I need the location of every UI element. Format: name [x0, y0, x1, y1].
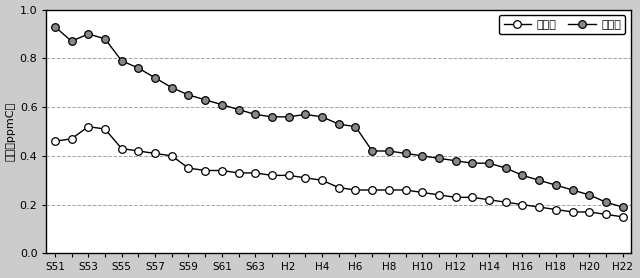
一般局 [351, 188, 359, 192]
一般局 [118, 147, 125, 150]
Line: 自排局: 自排局 [51, 23, 627, 211]
一般局 [134, 149, 142, 153]
自排局 [619, 205, 627, 209]
一般局 [285, 174, 292, 177]
一般局 [101, 127, 109, 131]
一般局 [402, 188, 410, 192]
一般局 [202, 169, 209, 172]
一般局 [301, 176, 309, 180]
自排局 [101, 37, 109, 41]
一般局 [84, 125, 92, 128]
Legend: 一般局, 自排局: 一般局, 自排局 [499, 15, 625, 34]
自排局 [301, 113, 309, 116]
自排局 [68, 39, 76, 43]
自排局 [385, 149, 393, 153]
一般局 [502, 200, 509, 204]
自排局 [318, 115, 326, 118]
一般局 [252, 171, 259, 175]
一般局 [435, 193, 443, 197]
一般局 [619, 215, 627, 219]
一般局 [602, 213, 610, 216]
自排局 [452, 159, 460, 162]
一般局 [168, 154, 175, 158]
一般局 [586, 210, 593, 214]
自排局 [535, 178, 543, 182]
自排局 [134, 66, 142, 70]
一般局 [235, 171, 243, 175]
一般局 [485, 198, 493, 202]
自排局 [351, 125, 359, 128]
自排局 [84, 32, 92, 36]
自排局 [118, 59, 125, 63]
自排局 [218, 103, 226, 106]
一般局 [452, 196, 460, 199]
一般局 [419, 191, 426, 194]
自排局 [502, 167, 509, 170]
自排局 [586, 193, 593, 197]
自排局 [419, 154, 426, 158]
一般局 [318, 178, 326, 182]
自排局 [235, 108, 243, 111]
自排局 [518, 174, 526, 177]
一般局 [518, 203, 526, 206]
Line: 一般局: 一般局 [51, 123, 627, 221]
自排局 [369, 149, 376, 153]
自排局 [335, 123, 342, 126]
自排局 [151, 76, 159, 80]
一般局 [552, 208, 560, 211]
自排局 [252, 113, 259, 116]
一般局 [535, 205, 543, 209]
Y-axis label: 濃度（ppmC）: 濃度（ppmC） [6, 102, 15, 161]
自排局 [184, 93, 192, 96]
自排局 [552, 183, 560, 187]
自排局 [51, 25, 59, 28]
一般局 [335, 186, 342, 189]
一般局 [468, 196, 476, 199]
自排局 [435, 157, 443, 160]
一般局 [68, 137, 76, 140]
自排局 [602, 200, 610, 204]
自排局 [285, 115, 292, 118]
自排局 [485, 162, 493, 165]
一般局 [218, 169, 226, 172]
一般局 [385, 188, 393, 192]
一般局 [151, 152, 159, 155]
一般局 [569, 210, 577, 214]
自排局 [168, 86, 175, 89]
自排局 [468, 162, 476, 165]
一般局 [369, 188, 376, 192]
自排局 [202, 98, 209, 101]
一般局 [184, 167, 192, 170]
一般局 [268, 174, 276, 177]
一般局 [51, 140, 59, 143]
自排局 [569, 188, 577, 192]
自排局 [402, 152, 410, 155]
自排局 [268, 115, 276, 118]
